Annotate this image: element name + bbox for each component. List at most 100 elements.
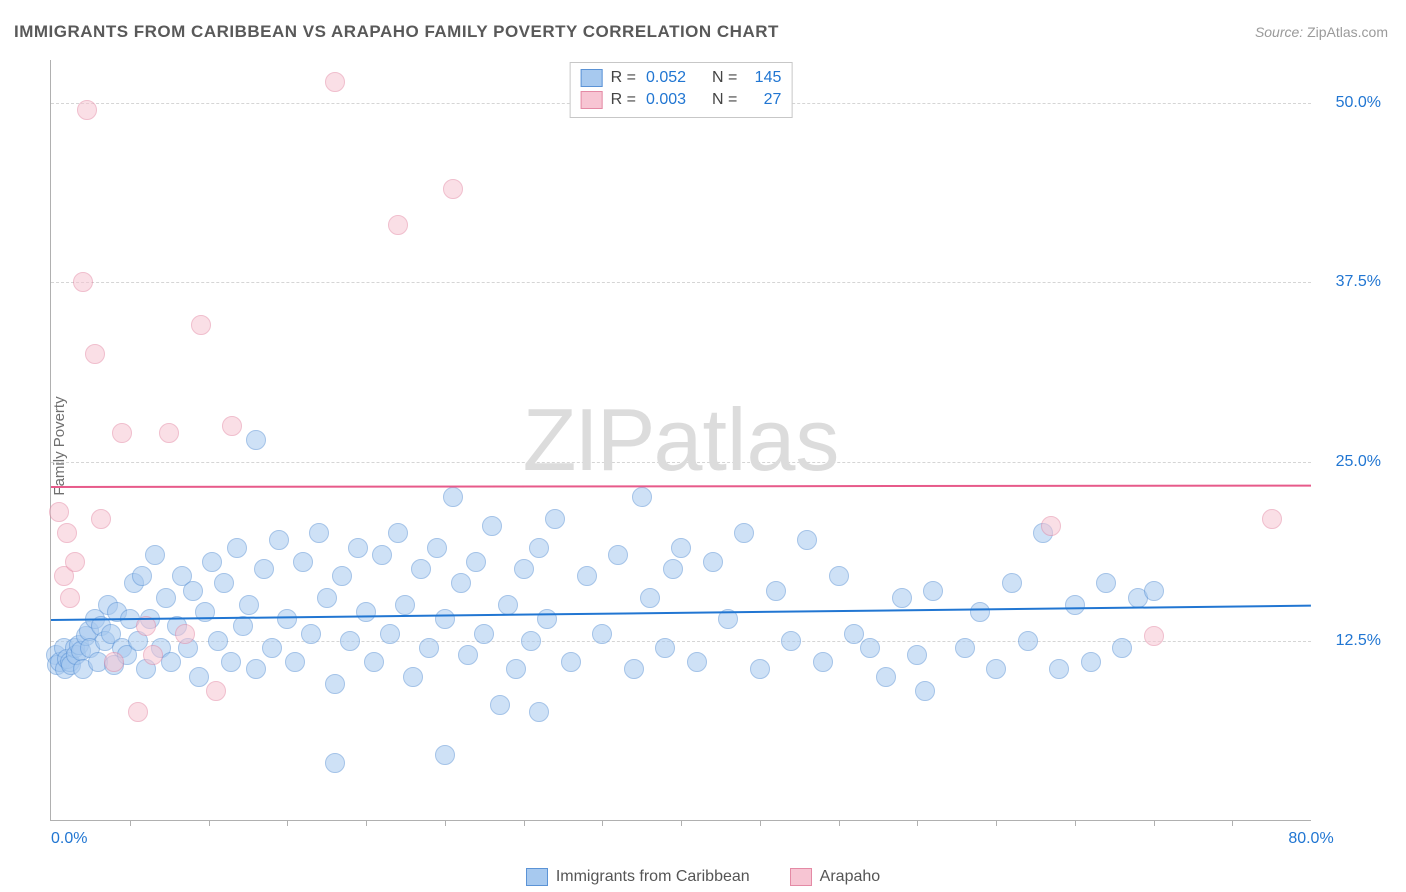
data-point (443, 487, 463, 507)
data-point (632, 487, 652, 507)
watermark-atlas: atlas (654, 390, 840, 489)
data-point (986, 659, 1006, 679)
data-point (325, 674, 345, 694)
data-point (545, 509, 565, 529)
data-point (208, 631, 228, 651)
data-point (233, 616, 253, 636)
data-point (1144, 626, 1164, 646)
data-point (1041, 516, 1061, 536)
data-point (458, 645, 478, 665)
data-point (514, 559, 534, 579)
data-point (189, 667, 209, 687)
data-point (239, 595, 259, 615)
data-point (1065, 595, 1085, 615)
y-tick-label: 12.5% (1336, 632, 1381, 650)
legend-n-label: N = (712, 91, 737, 109)
data-point (262, 638, 282, 658)
legend-r-label: R = (611, 69, 636, 87)
source-attribution: Source: ZipAtlas.com (1255, 24, 1388, 40)
data-point (77, 100, 97, 120)
data-point (388, 523, 408, 543)
data-point (844, 624, 864, 644)
x-tick (681, 820, 682, 826)
legend-n-label: N = (712, 69, 737, 87)
legend-n-value: 27 (747, 91, 781, 109)
data-point (301, 624, 321, 644)
data-point (1096, 573, 1116, 593)
data-point (435, 745, 455, 765)
data-point (325, 72, 345, 92)
watermark: ZIPatlas (523, 389, 840, 491)
data-point (73, 272, 93, 292)
legend-item: Immigrants from Caribbean (526, 868, 750, 886)
legend-n-value: 145 (747, 69, 781, 87)
source-label: Source: (1255, 24, 1303, 40)
data-point (813, 652, 833, 672)
data-point (797, 530, 817, 550)
data-point (687, 652, 707, 672)
data-point (537, 609, 557, 629)
x-axis-start-label: 0.0% (51, 830, 87, 848)
data-point (57, 523, 77, 543)
data-point (592, 624, 612, 644)
data-point (191, 315, 211, 335)
data-point (521, 631, 541, 651)
data-point (214, 573, 234, 593)
data-point (112, 423, 132, 443)
data-point (907, 645, 927, 665)
data-point (829, 566, 849, 586)
data-point (340, 631, 360, 651)
data-point (202, 552, 222, 572)
data-point (132, 566, 152, 586)
legend-label: Immigrants from Caribbean (556, 868, 750, 886)
data-point (506, 659, 526, 679)
data-point (388, 215, 408, 235)
data-point (372, 545, 392, 565)
data-point (65, 552, 85, 572)
data-point (91, 509, 111, 529)
y-tick-label: 50.0% (1336, 94, 1381, 112)
scatter-plot-area: ZIPatlas R =0.052N =145R =0.003N =27 12.… (50, 60, 1311, 821)
data-point (608, 545, 628, 565)
x-tick (996, 820, 997, 826)
data-point (159, 423, 179, 443)
data-point (1018, 631, 1038, 651)
data-point (145, 545, 165, 565)
data-point (246, 430, 266, 450)
data-point (348, 538, 368, 558)
x-tick (917, 820, 918, 826)
data-point (529, 538, 549, 558)
data-point (285, 652, 305, 672)
data-point (970, 602, 990, 622)
data-point (892, 588, 912, 608)
data-point (915, 681, 935, 701)
data-point (490, 695, 510, 715)
data-point (624, 659, 644, 679)
legend-swatch (581, 91, 603, 109)
data-point (269, 530, 289, 550)
data-point (49, 502, 69, 522)
x-tick (1232, 820, 1233, 826)
data-point (671, 538, 691, 558)
data-point (1049, 659, 1069, 679)
data-point (703, 552, 723, 572)
data-point (221, 652, 241, 672)
x-tick (1075, 820, 1076, 826)
data-point (332, 566, 352, 586)
data-point (317, 588, 337, 608)
data-point (364, 652, 384, 672)
data-point (529, 702, 549, 722)
data-point (734, 523, 754, 543)
legend-swatch (526, 868, 548, 886)
x-tick (287, 820, 288, 826)
data-point (1262, 509, 1282, 529)
data-point (923, 581, 943, 601)
data-point (766, 581, 786, 601)
data-point (466, 552, 486, 572)
data-point (175, 624, 195, 644)
data-point (206, 681, 226, 701)
data-point (183, 581, 203, 601)
x-tick (1154, 820, 1155, 826)
data-point (435, 609, 455, 629)
legend-swatch (790, 868, 812, 886)
